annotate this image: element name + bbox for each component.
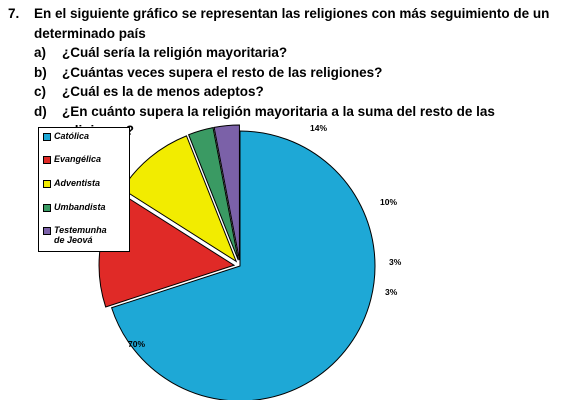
legend-label-adventista: Adventista	[54, 178, 101, 188]
question-intro-line1: En el siguiente gráfico se representan l…	[34, 6, 550, 21]
legend-label-testemunha-line2: de Jeová	[54, 235, 93, 245]
slice-label-3: 3%	[389, 257, 402, 267]
legend-label-evangelica: Evangélica	[54, 154, 102, 164]
item-letter: b)	[34, 64, 47, 80]
item-text: ¿Cuál es la de menos adeptos?	[62, 84, 264, 99]
item-letter: d)	[34, 103, 47, 119]
legend-label-testemunha-line1: Testemunha	[54, 225, 107, 235]
pie-slice-3	[187, 127, 239, 261]
legend-label-testemunha: Testemunha de Jeová	[54, 225, 107, 245]
slice-label-0: 70%	[128, 339, 145, 349]
legend-swatch-adventista	[43, 180, 51, 188]
exercise-question: 7. En el siguiente gráfico se representa…	[8, 4, 563, 141]
legend-swatch-umbandista	[43, 204, 51, 212]
legend-swatch-catolica	[43, 133, 51, 141]
item-text: ¿Cuántas veces supera el resto de las re…	[62, 64, 383, 80]
chart-legend: Católica Evangélica Adventista Umbandist…	[38, 127, 130, 252]
question-number: 7.	[8, 6, 20, 21]
question-item-c: c) ¿Cuál es la de menos adeptos?	[8, 82, 563, 102]
item-letter: a)	[34, 45, 47, 60]
item-text: ¿Cuál sería la religión mayoritaria?	[62, 45, 288, 60]
legend-swatch-testemunha	[43, 227, 51, 235]
pie-slice-0	[110, 130, 376, 400]
question-header: 7. En el siguiente gráfico se representa…	[8, 4, 563, 43]
legend-label-catolica: Católica	[54, 131, 90, 141]
legend-entry-adventista: Adventista	[43, 178, 100, 188]
question-item-b: b) ¿Cuántas veces supera el resto de las…	[8, 63, 563, 83]
legend-entry-testemunha: Testemunha de Jeová	[43, 225, 107, 245]
legend-entry-umbandista: Umbandista	[43, 202, 106, 212]
legend-label-umbandista: Umbandista	[54, 202, 106, 212]
legend-swatch-evangelica	[43, 156, 51, 164]
legend-entry-evangelica: Evangélica	[43, 154, 101, 164]
question-item-a: a) ¿Cuál sería la religión mayoritaria?	[8, 43, 563, 63]
pie-slice-4	[213, 124, 240, 261]
slice-label-1: 14%	[310, 123, 327, 133]
slice-label-2: 10%	[380, 197, 397, 207]
slice-label-4: 3%	[385, 287, 398, 297]
legend-entry-catolica: Católica	[43, 131, 89, 141]
question-intro-line2: determinado país	[34, 25, 146, 41]
item-letter: c)	[34, 84, 47, 99]
